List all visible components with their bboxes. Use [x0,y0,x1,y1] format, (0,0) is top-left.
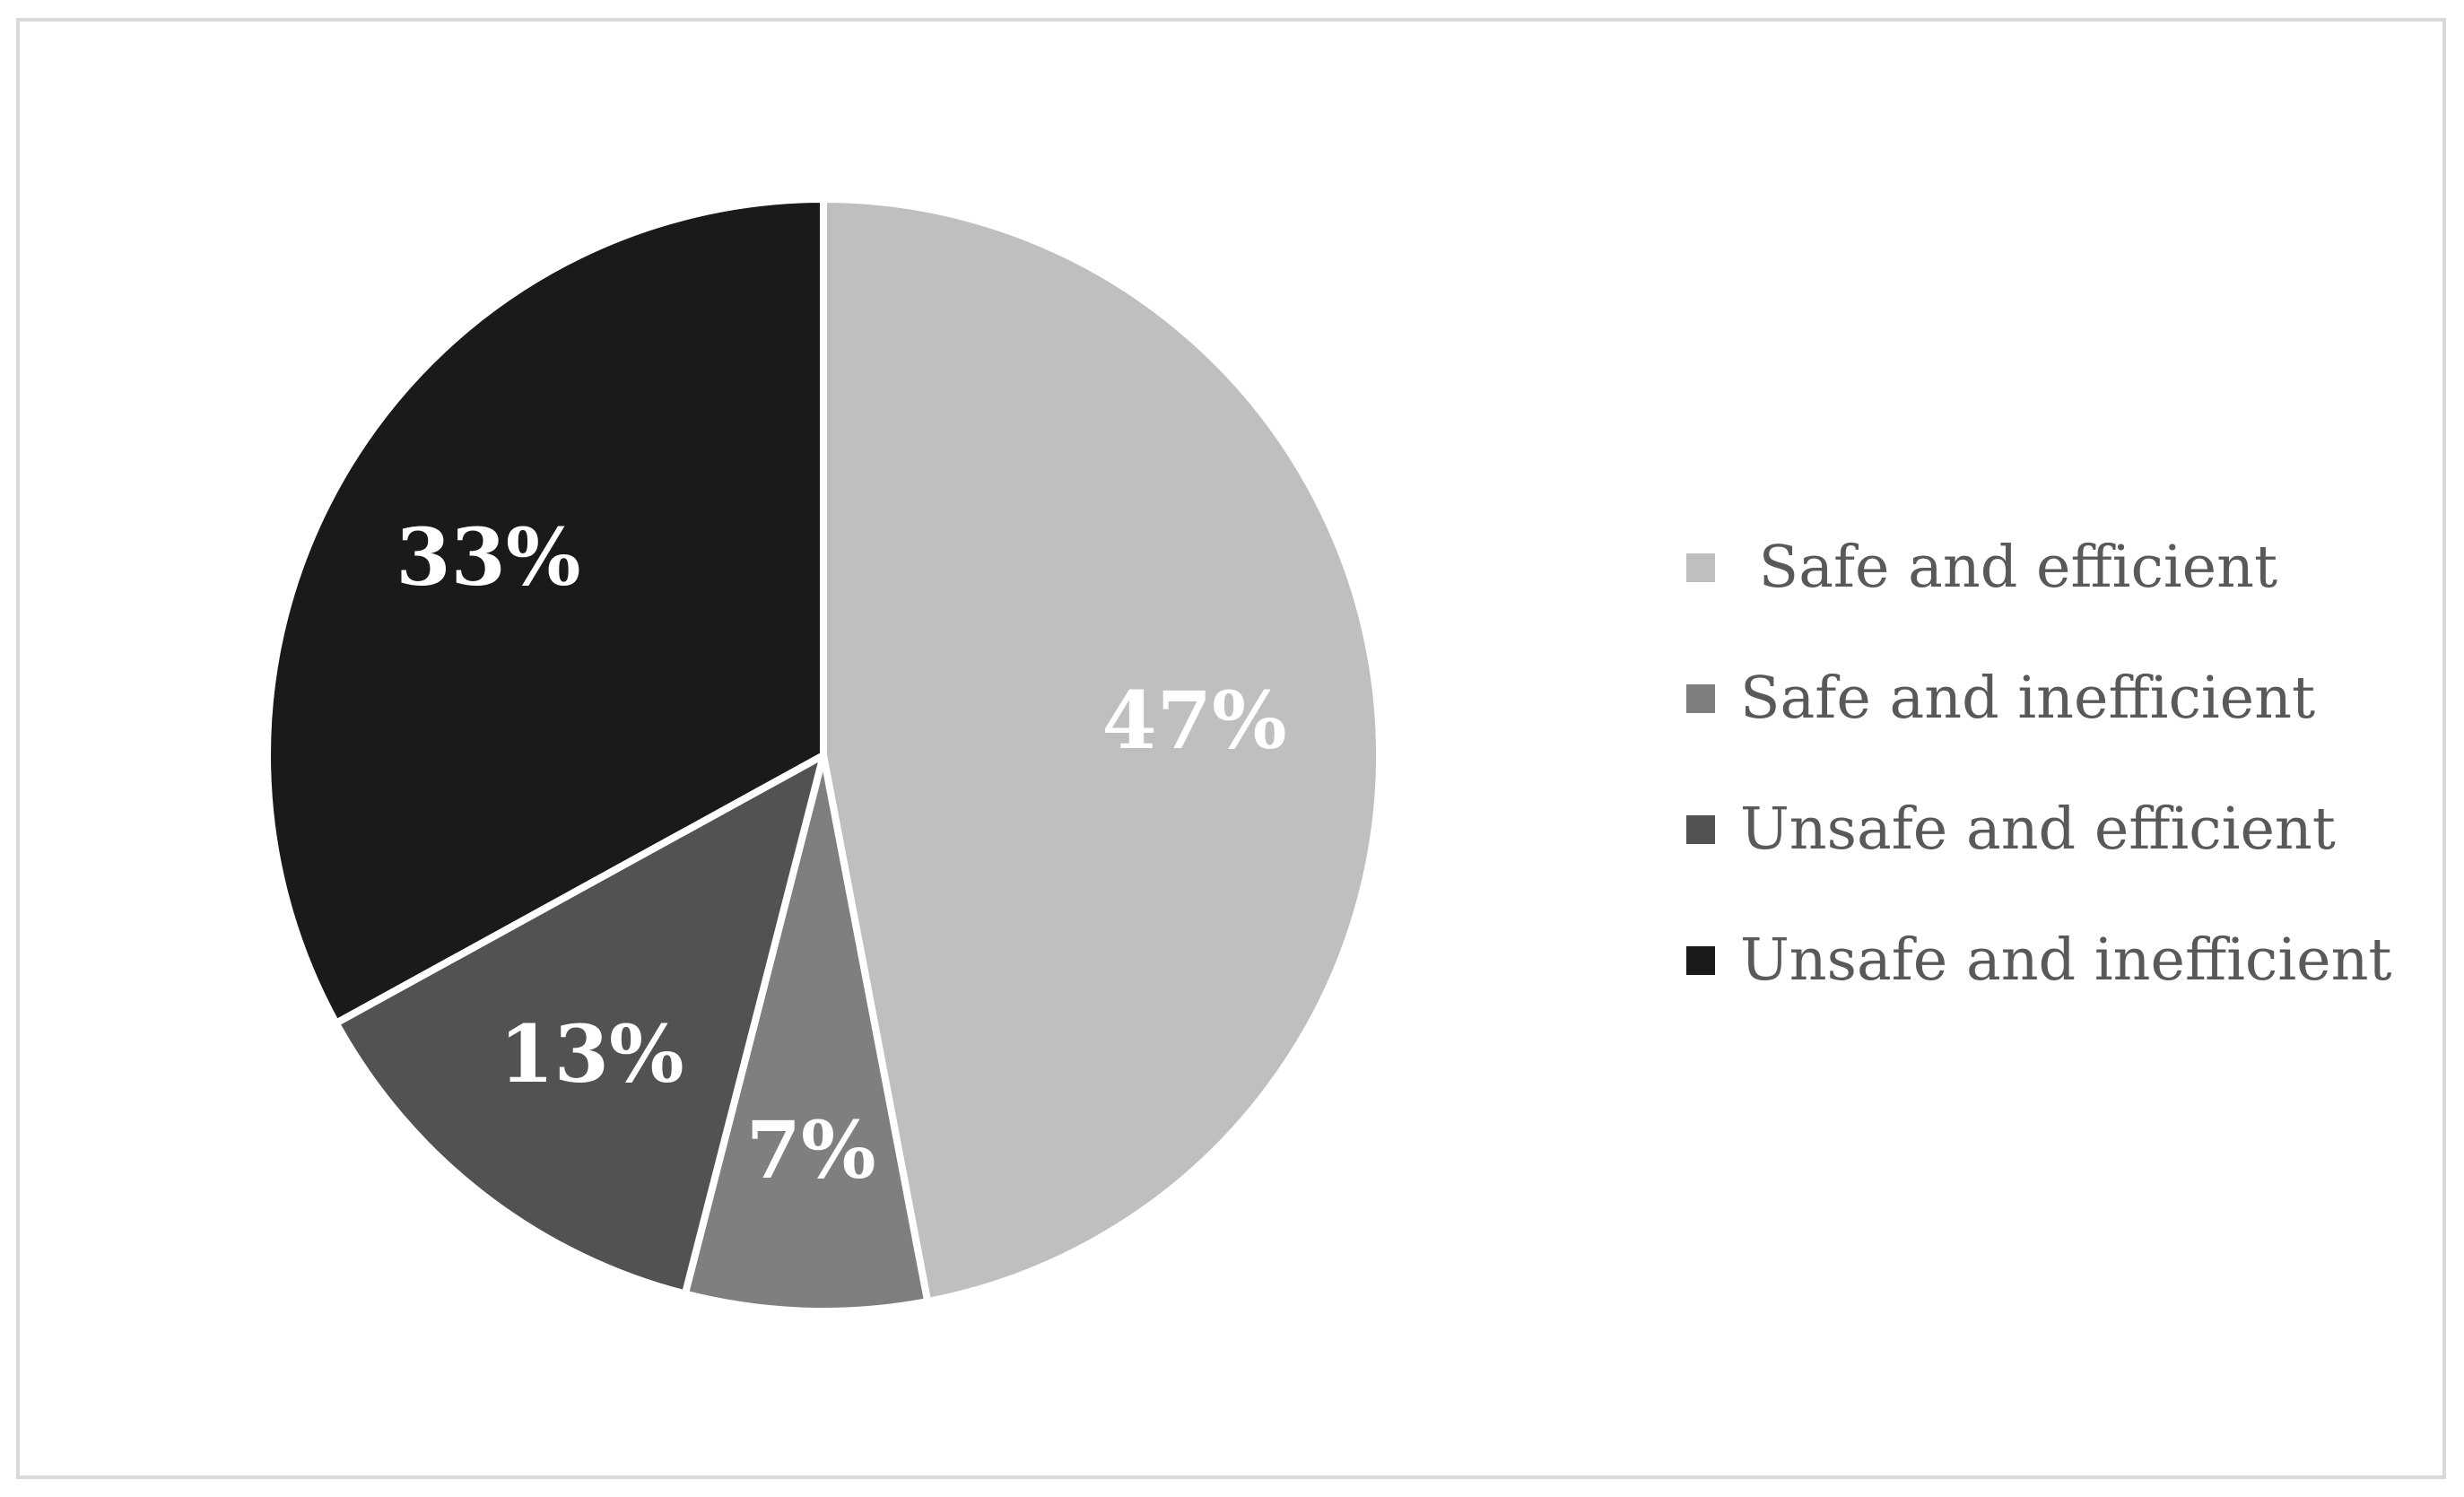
legend-item-safe-inefficient: Safe and inefficient [1686,655,2440,786]
legend-item-unsafe-inefficient: Unsafe and inefficient [1686,917,2440,1048]
chart-frame: 47% 7% 13% 33% Safe and efficient Safe and … [16,18,2446,1479]
pie-slice-labels: 47% 7% 13% 33% [396,510,1286,1197]
legend-swatch [1686,946,1715,975]
legend-swatch [1686,684,1715,713]
legend-item-unsafe-efficient: Unsafe and efficient [1686,786,2440,917]
legend-label: Unsafe and inefficient [1740,927,2392,994]
pie-slice-unsafe-efficient [332,752,827,1298]
pie-slice-unsafe-inefficient [263,196,827,1027]
legend-swatch [1686,815,1715,844]
legend-label: Safe and efficient [1740,534,2278,601]
legend: Safe and efficient Safe and inefficient … [1686,524,2440,1048]
legend-item-safe-efficient: Safe and efficient [1686,524,2440,655]
legend-label: Safe and inefficient [1740,665,2316,732]
pie-chart: 47% 7% 13% 33% [263,196,1383,1316]
pie-slices [263,196,1383,1316]
slice-label-unsafe-efficient: 13% [500,1007,684,1101]
legend-swatch [1686,553,1715,582]
slice-label-unsafe-inefficient: 33% [396,510,580,604]
slice-label-safe-inefficient: 7% [746,1103,876,1197]
pie-slice-safe-inefficient [681,752,932,1316]
legend-label: Unsafe and efficient [1740,796,2336,863]
slice-label-safe-efficient: 47% [1102,674,1287,767]
pie-slice-safe-efficient [820,196,1383,1306]
